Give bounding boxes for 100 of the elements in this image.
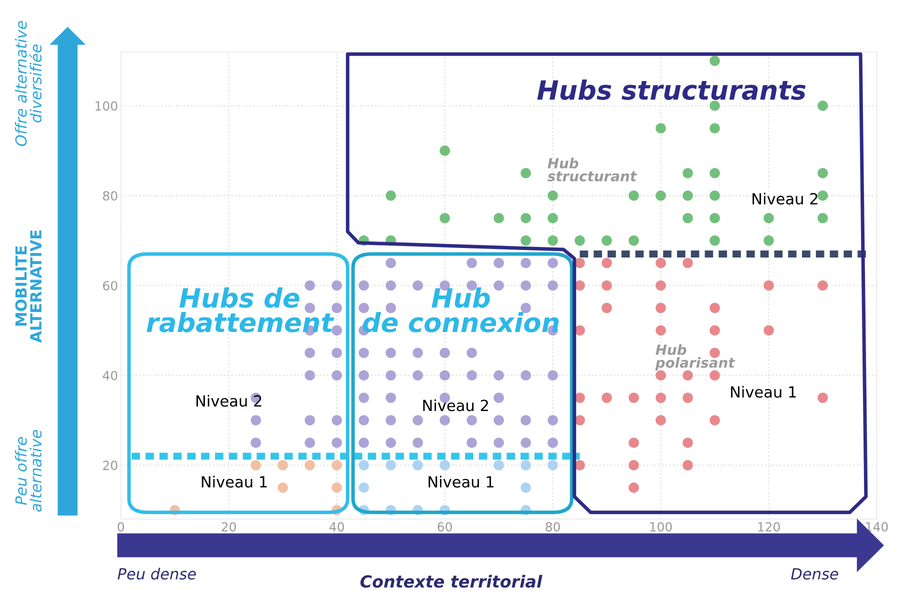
x-tick-label: 140: [866, 522, 888, 532]
point: [520, 460, 531, 470]
point: [818, 280, 828, 291]
point: [682, 212, 693, 224]
point: [412, 460, 423, 470]
point: [250, 460, 261, 470]
point: [574, 235, 585, 246]
point: [628, 190, 639, 201]
point: [358, 482, 369, 493]
point: [520, 212, 531, 224]
x-tick-label: 0: [118, 522, 124, 532]
y-tick-label: 60: [103, 280, 118, 290]
x-tick-label: 120: [758, 522, 780, 532]
point: [332, 482, 342, 493]
annotation: Hub structurant: [548, 158, 637, 182]
point: [574, 460, 585, 470]
point: [710, 100, 720, 111]
point: [764, 325, 774, 336]
point: [332, 460, 342, 470]
x-axis-title: Contexte territorial: [360, 574, 542, 588]
point: [710, 302, 720, 314]
point: [602, 302, 612, 314]
point: [628, 392, 639, 403]
point: [818, 190, 828, 201]
point: [764, 235, 774, 246]
text: Peu dense: [118, 568, 196, 580]
point: [548, 212, 558, 224]
point: [548, 190, 558, 201]
point: [628, 482, 639, 493]
point: [656, 190, 666, 201]
point: [520, 168, 531, 178]
point: [710, 168, 720, 178]
point: [548, 235, 558, 246]
y-tick-label: 20: [103, 460, 118, 470]
point: [656, 325, 666, 336]
point: [386, 460, 396, 470]
point: [574, 325, 585, 336]
point: [710, 235, 720, 246]
point: [682, 168, 693, 178]
point: [574, 258, 585, 268]
point: [548, 460, 558, 470]
point: [764, 212, 774, 224]
point: [682, 392, 693, 403]
x-tick-label: 80: [546, 522, 560, 532]
point: [574, 415, 585, 426]
point: [358, 460, 369, 470]
annotation: Hubs de rabattement: [146, 287, 334, 332]
point: [304, 460, 315, 470]
x-tick-label: 60: [438, 522, 452, 532]
annotation: Hub polarisant: [655, 344, 736, 371]
point: [818, 168, 828, 178]
text: Offre alternative diversifiée: [14, 20, 42, 146]
y-tick-label: 80: [103, 191, 118, 201]
point: [440, 146, 450, 156]
y-axis-title: MOBILITE ALTERNATIVE: [15, 230, 42, 343]
point: [386, 190, 396, 201]
annotation: Hub de connexion: [362, 287, 559, 332]
annotation: Niveau 2: [423, 399, 488, 412]
point: [278, 482, 288, 493]
y-tick-label: 40: [102, 370, 118, 380]
point: [710, 325, 720, 336]
point: [818, 392, 828, 403]
point: [682, 370, 693, 380]
point: [574, 280, 585, 291]
point: [656, 370, 666, 380]
annotation: Niveau 2: [196, 394, 262, 407]
point: [710, 415, 720, 426]
point: [682, 258, 693, 268]
point: [710, 212, 720, 224]
point: [656, 258, 666, 268]
point: [602, 235, 612, 246]
point: [494, 212, 504, 224]
point: [710, 190, 720, 201]
annotation: Hubs structurants: [537, 80, 806, 100]
point: [764, 280, 774, 291]
point: [520, 482, 531, 493]
point: [494, 460, 504, 470]
point: [628, 460, 639, 470]
annotation: Niveau 1: [730, 386, 796, 398]
point: [628, 438, 639, 448]
point: [440, 212, 450, 224]
point: [602, 280, 612, 291]
point: [818, 100, 828, 111]
point: [710, 370, 720, 380]
point: [278, 460, 288, 470]
point: [574, 392, 585, 403]
point: [602, 258, 612, 268]
point: [656, 415, 666, 426]
point: [520, 235, 531, 246]
x-tick-label: 40: [329, 522, 344, 532]
annotation: Niveau 2: [752, 192, 818, 205]
annotation: Niveau 1: [202, 476, 267, 488]
x-tick-label: 100: [650, 522, 672, 532]
annotation: Niveau 1: [428, 476, 494, 488]
point: [710, 123, 720, 134]
x-tick-label: 20: [222, 522, 236, 532]
y-tick-label: 100: [96, 101, 118, 111]
point: [710, 56, 720, 66]
point: [656, 280, 666, 291]
point: [656, 302, 666, 314]
